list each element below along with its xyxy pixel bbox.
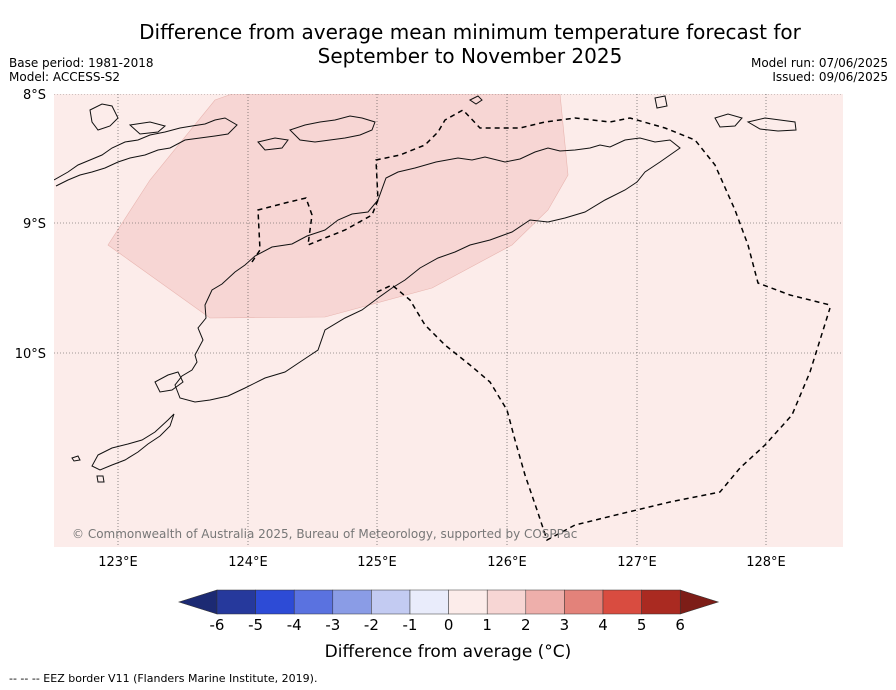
flores-coastline — [54, 117, 238, 187]
title-line-2: September to November 2025 — [317, 44, 623, 68]
model-run: Model run: 07/06/2025 — [750, 56, 888, 70]
colorbar-swatch — [564, 589, 604, 615]
wetar-fragment — [469, 95, 483, 105]
eez-south-line — [376, 284, 831, 542]
eez-border — [251, 109, 831, 542]
lon-label-127e: 127°E — [617, 555, 657, 570]
eez-north-line — [251, 109, 831, 306]
longitude-labels: 123°E 124°E 125°E 126°E 127°E 128°E — [98, 555, 786, 570]
lat-label-9s: 9°S — [23, 217, 46, 232]
small-island-top-1 — [89, 103, 119, 131]
map-title: Difference from average mean minimum tem… — [70, 20, 870, 68]
small-island-bottom — [71, 455, 81, 462]
colorbar-tick-label: -5 — [248, 616, 263, 634]
colorbar-swatch — [602, 589, 642, 615]
lon-label-126e: 126°E — [487, 555, 527, 570]
alor-coastline — [289, 115, 376, 143]
anomaly-region-1-to-2 — [107, 94, 569, 319]
latitude-labels: 8°S 9°S 10°S — [15, 88, 46, 362]
colorbar-tick-label: -6 — [210, 616, 225, 634]
colorbar-low-extension — [178, 589, 218, 615]
meta-left: Base period: 1981-2018 Model: ACCESS-S2 — [9, 56, 154, 84]
colorbar-label: Difference from average (°C) — [324, 642, 572, 662]
small-island-right-3 — [746, 117, 797, 132]
small-island-right-1 — [654, 95, 668, 109]
colorbar-tick-label: 5 — [637, 616, 647, 634]
colorbar-tick-label: -1 — [403, 616, 418, 634]
eez-footnote: -- -- -- EEZ border V11 (Flanders Marine… — [9, 672, 318, 685]
small-island-right-2 — [714, 113, 743, 128]
colorbar-swatch — [293, 589, 334, 615]
colorbar-high-extension — [679, 589, 720, 615]
colorbar-tick-label: 4 — [598, 616, 608, 634]
meta-right: Model run: 07/06/2025 Issued: 09/06/2025 — [751, 56, 888, 84]
base-period: Base period: 1981-2018 — [9, 56, 154, 70]
small-island-bottom-2 — [96, 475, 105, 483]
copyright-text: © Commonwealth of Australia 2025, Bureau… — [72, 527, 577, 541]
colorbar-ticks: -6 -5 -4 -3 -2 -1 0 1 2 3 4 5 6 — [210, 616, 685, 634]
colorbar-swatch — [641, 589, 681, 615]
small-island-top-3 — [257, 137, 289, 151]
colorbar-tick-label: 1 — [482, 616, 492, 634]
coastlines — [54, 95, 797, 483]
issued-date: Issued: 09/06/2025 — [772, 70, 888, 84]
gridlines — [54, 94, 843, 547]
colorbar-tick-label: 3 — [560, 616, 570, 634]
colorbar-tick-label: 6 — [675, 616, 685, 634]
colorbar-swatch — [486, 589, 527, 615]
colorbar-tick-label: 2 — [521, 616, 531, 634]
colorbar-tick-label: 0 — [444, 616, 454, 634]
colorbar-swatch — [448, 589, 488, 615]
colorbar-swatch — [255, 589, 295, 615]
colorbar-tick-label: -3 — [325, 616, 340, 634]
title-line-1: Difference from average mean minimum tem… — [139, 20, 801, 44]
colorbar-swatch — [216, 589, 256, 615]
colorbar-swatch — [525, 589, 565, 615]
lon-label-125e: 125°E — [357, 555, 397, 570]
lon-label-123e: 123°E — [98, 555, 138, 570]
model-name: Model: ACCESS-S2 — [9, 70, 121, 84]
colorbar-tick-label: -2 — [364, 616, 379, 634]
colorbar — [178, 589, 720, 615]
small-island-top-2 — [128, 121, 167, 135]
lat-label-8s: 8°S — [23, 88, 46, 103]
colorbar-swatch — [371, 589, 411, 615]
semau-coastline — [154, 371, 184, 393]
lon-label-124e: 124°E — [228, 555, 268, 570]
colorbar-tick-label: -4 — [287, 616, 302, 634]
lat-label-10s: 10°S — [15, 347, 46, 362]
colorbar-swatch — [332, 589, 372, 615]
colorbar-swatch — [409, 589, 449, 615]
lon-label-128e: 128°E — [746, 555, 786, 570]
timor-coastline — [174, 137, 681, 403]
rote-coastline — [91, 413, 175, 471]
